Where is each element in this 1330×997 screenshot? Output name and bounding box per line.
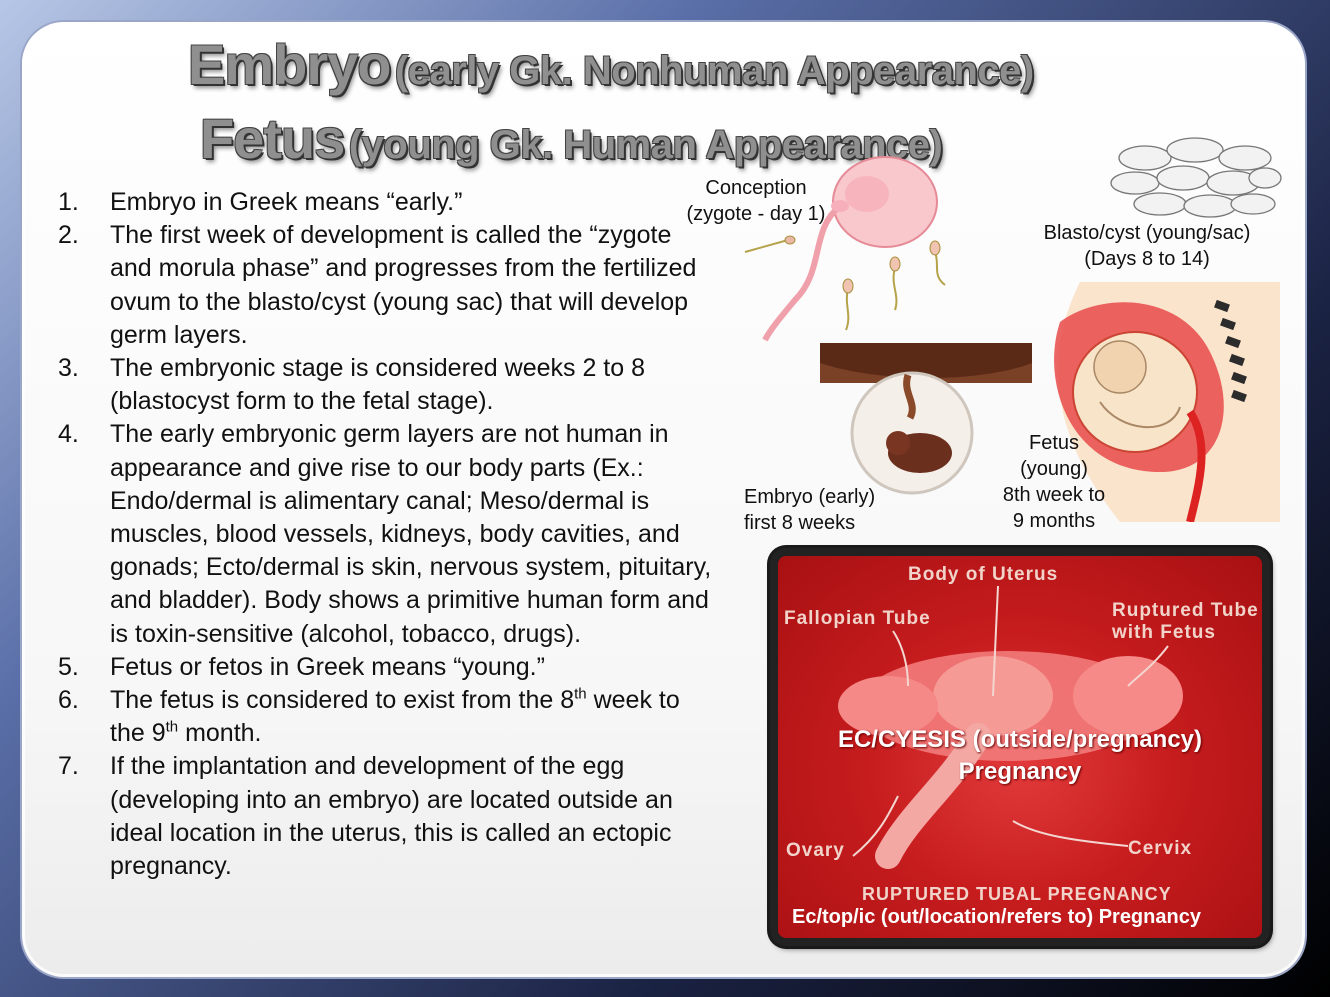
embryo-label: Embryo (early) first 8 weeks — [744, 486, 876, 534]
cervix-label: Cervix — [1128, 838, 1193, 859]
title-line-2: Fetus (young Gk. Human Appearance) — [200, 106, 1330, 171]
list-item: 4. The early embryonic germ layers are no… — [58, 420, 712, 648]
fallopian-tube-label: Fallopian Tube — [784, 608, 931, 629]
ruptured-tube-label: Ruptured Tube with Fetus — [1112, 600, 1259, 643]
uterus-specimen — [838, 585, 1183, 869]
list-item: 1. Embryo in Greek means “early.” — [58, 188, 463, 216]
facts-list: 1. Embryo in Greek means “early.” 2. The f… — [58, 186, 718, 883]
ectopic-caption: Ec/top/ic (out/location/refers to) Pregn… — [792, 906, 1201, 928]
list-item: 6. The fetus is considered to exist from … — [58, 685, 680, 748]
ruptured-tubal-pregnancy-label: RUPTURED TUBAL PREGNANCY — [862, 884, 1172, 904]
title-line-1: Embryo (early Gk. Nonhuman Appearance) — [188, 32, 1330, 97]
conception-label: Conception (zygote - day 1) — [686, 177, 826, 225]
body-of-uterus-label: Body of Uterus — [908, 564, 1059, 585]
ecocyesis-caption: EC/CYESIS (outside/pregnancy) Pregnancy — [837, 726, 1203, 785]
blastocyst-illustration — [1110, 137, 1282, 218]
title-fetus-subtitle: (young Gk. Human Appearance) — [348, 123, 943, 167]
ovary-label: Ovary — [786, 840, 845, 861]
ectopic-pregnancy-photo: Body of Uterus Fallopian Tube Ruptured T… — [770, 548, 1270, 946]
blastocyst-label: Blasto/cyst (young/sac) (Days 8 to 14) — [1043, 222, 1251, 270]
embryo-illustration — [820, 343, 1032, 495]
fetus-label: Fetus (young) 8th week to 9 months — [1002, 432, 1106, 532]
conception-illustration — [744, 156, 946, 342]
list-item: 3. The embryonic stage is considered week… — [58, 354, 645, 416]
fetus-illustration — [1054, 282, 1280, 522]
list-item: 2. The first week of development is calle… — [58, 221, 697, 349]
title-fetus: Fetus — [200, 107, 345, 170]
title-embryo-subtitle: (early Gk. Nonhuman Appearance) — [394, 49, 1034, 93]
list-item: 7. If the implantation and development o… — [58, 752, 673, 881]
list-item: 5. Fetus or fetos in Greek means “young.” — [58, 652, 545, 681]
title-embryo: Embryo — [188, 33, 391, 96]
